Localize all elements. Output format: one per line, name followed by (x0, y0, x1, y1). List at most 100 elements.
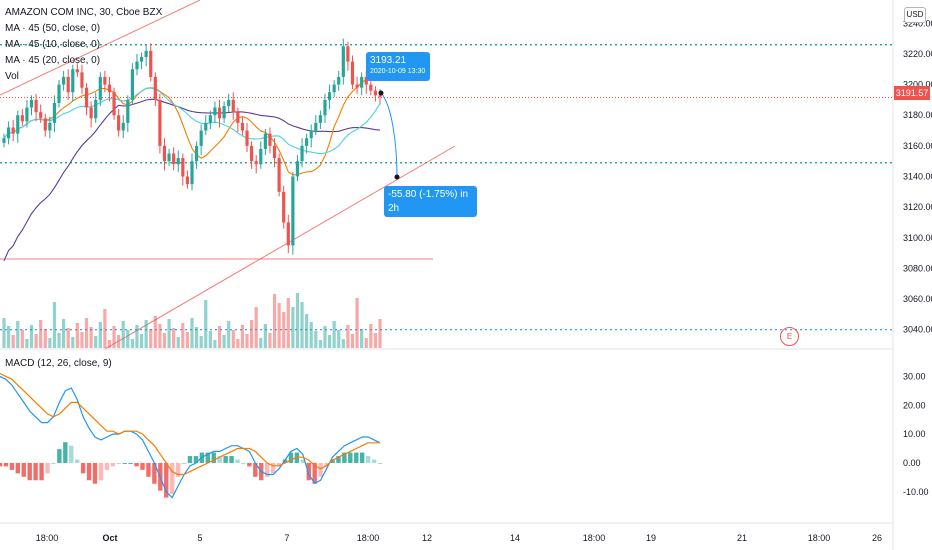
ma-10-legend[interactable]: MA · 45 (10, close, 0) (5, 39, 101, 50)
histogram-bar (3, 462, 9, 467)
price-tick-label: 3160.00 (903, 141, 932, 151)
candle-body (2, 138, 6, 143)
histogram-bar (57, 449, 62, 463)
volume-bar (75, 323, 79, 348)
time-axis: 18:00 Oct 5 7 18:00 12 14 18:00 19 21 18:00 26 (36, 533, 882, 543)
volume-bar (295, 293, 300, 348)
candle-body (350, 61, 355, 85)
candle-body (167, 153, 171, 162)
histogram-bar (140, 462, 145, 470)
candle-body (227, 99, 231, 107)
volume-bar (263, 324, 267, 348)
volume-bar (245, 334, 249, 348)
volume-bar (20, 330, 24, 348)
candle-body (34, 99, 38, 113)
histogram-bar (92, 462, 98, 484)
candle-body (162, 145, 167, 162)
price-tick-label: 3180.00 (903, 110, 932, 120)
candle-body (75, 69, 79, 73)
macd-tick-label: 20.00 (903, 400, 926, 410)
volume-bar (355, 298, 359, 348)
histogram-bar (51, 462, 56, 464)
lower-channel-line (104, 145, 456, 350)
price-tick-label: 3120.00 (903, 202, 932, 212)
histogram-bar (223, 456, 228, 463)
volume-bar (318, 340, 322, 348)
histogram-bar (164, 462, 169, 498)
price-axis: 3240.00 3220.00 3200.00 3180.00 3160.00 3140.… (903, 18, 932, 334)
candle-body (346, 46, 350, 62)
candle-body (222, 106, 226, 119)
volume-bar (204, 300, 208, 348)
candle-body (112, 92, 116, 116)
candle-body (323, 99, 327, 116)
candle-body (291, 176, 295, 246)
candle-body (126, 99, 130, 123)
candle-body (71, 69, 75, 93)
histogram-bar (0, 462, 3, 467)
volume-bars (2, 293, 382, 348)
candles (2, 38, 382, 255)
earnings-marker[interactable]: E (780, 327, 799, 346)
vol-legend[interactable]: Vol (5, 71, 19, 82)
histogram-bar (193, 456, 199, 463)
volume-bar (309, 322, 313, 348)
candle-body (52, 102, 57, 123)
volume-bar (240, 325, 245, 348)
histogram-bar (15, 462, 21, 474)
candle-body (360, 76, 364, 88)
callout-date: 2020-10-09 13:30 (370, 68, 426, 75)
candle-body (217, 107, 222, 119)
histogram-bar (33, 462, 38, 481)
histogram-bar (80, 462, 86, 474)
volume-bar (149, 329, 153, 348)
time-tick-label: 14 (510, 533, 520, 543)
projection-end (394, 174, 400, 180)
histogram-bar (146, 462, 151, 477)
histogram-bar (110, 462, 116, 467)
macd-tick-label: 10.00 (903, 429, 926, 439)
histogram-bar (342, 452, 347, 463)
candle-body (103, 76, 107, 85)
projection-detail: 3137.41 @ 2020-10-09 15:30 (388, 218, 461, 236)
candle-body (190, 161, 194, 185)
histogram-bar (300, 459, 306, 463)
histogram-bar (63, 442, 68, 463)
ma-50-legend[interactable]: MA · 45 (50, close, 0) (5, 23, 101, 34)
candle-body (48, 122, 52, 131)
volume-bar (190, 318, 194, 348)
candle-body (84, 87, 89, 108)
macd-line (0, 375, 381, 499)
volume-bar (282, 312, 286, 348)
macd-legend[interactable]: MACD (12, 26, close, 9) (5, 358, 112, 369)
volume-bar (34, 334, 38, 348)
symbol-title[interactable]: AMAZON COM INC, 30, Cboe BZX (5, 7, 163, 18)
volume-bar (29, 325, 34, 348)
time-tick-label: 5 (197, 533, 202, 543)
histogram-bar (324, 462, 329, 467)
candle-body (117, 115, 121, 131)
candle-body (139, 57, 144, 62)
volume-bar (291, 307, 295, 348)
volume-bar (323, 326, 327, 348)
volume-bar (130, 339, 134, 348)
candle-body (43, 118, 47, 131)
volume-bar (350, 334, 355, 348)
histogram-bar (116, 462, 121, 464)
candle-body (341, 46, 345, 77)
time-tick-label: 12 (422, 533, 432, 543)
volume-bar (277, 303, 281, 348)
volume-bar (48, 338, 52, 348)
histogram-bar (306, 462, 311, 481)
histogram-bar (45, 462, 50, 474)
currency-button[interactable]: USD (904, 7, 926, 23)
histogram-bar (336, 456, 341, 463)
candle-body (153, 76, 157, 100)
histogram-bar (377, 462, 383, 464)
last-price-badge: 3191.57 (894, 86, 930, 100)
price-tick-label: 3060.00 (903, 294, 932, 304)
candle-body (66, 76, 70, 93)
volume-bar (272, 294, 277, 348)
ma-20-legend[interactable]: MA · 45 (20, close, 0) (5, 55, 101, 66)
price-tick-label: 3240.00 (903, 18, 932, 28)
